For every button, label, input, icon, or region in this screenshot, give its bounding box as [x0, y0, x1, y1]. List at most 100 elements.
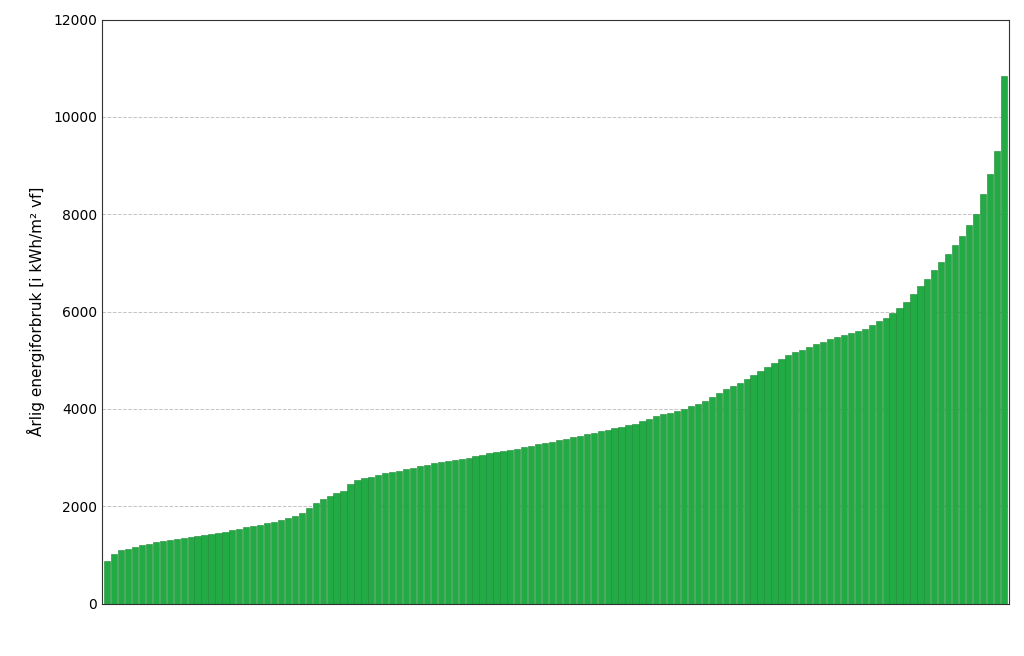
Bar: [598, 431, 604, 604]
Bar: [751, 375, 757, 604]
Bar: [139, 545, 145, 604]
Bar: [167, 541, 173, 604]
Bar: [584, 434, 590, 604]
Bar: [292, 516, 298, 604]
Bar: [848, 333, 854, 604]
Bar: [938, 262, 944, 604]
Bar: [542, 443, 548, 604]
Bar: [709, 398, 715, 604]
Bar: [466, 458, 472, 604]
Bar: [653, 416, 659, 604]
Bar: [410, 468, 416, 604]
Bar: [479, 455, 485, 604]
Bar: [563, 439, 569, 604]
Bar: [667, 413, 674, 604]
Bar: [208, 535, 215, 604]
Bar: [604, 430, 610, 604]
Bar: [701, 401, 708, 604]
Bar: [444, 461, 451, 604]
Bar: [257, 525, 263, 604]
Bar: [501, 451, 507, 604]
Bar: [931, 270, 937, 604]
Bar: [973, 215, 979, 604]
Y-axis label: Årlig energiforbruk [i kWh/m² vf]: Årlig energiforbruk [i kWh/m² vf]: [27, 187, 45, 436]
Bar: [396, 471, 402, 604]
Bar: [334, 493, 340, 604]
Bar: [382, 473, 388, 604]
Bar: [327, 495, 333, 604]
Bar: [681, 409, 687, 604]
Bar: [535, 444, 542, 604]
Bar: [431, 463, 437, 604]
Bar: [459, 459, 465, 604]
Bar: [111, 554, 118, 604]
Bar: [472, 456, 479, 604]
Bar: [278, 520, 284, 604]
Bar: [903, 302, 909, 604]
Bar: [764, 367, 771, 604]
Bar: [556, 440, 562, 604]
Bar: [730, 386, 736, 604]
Bar: [521, 447, 527, 604]
Bar: [771, 363, 777, 604]
Bar: [799, 350, 805, 604]
Bar: [153, 543, 159, 604]
Bar: [896, 308, 903, 604]
Bar: [736, 383, 742, 604]
Bar: [618, 427, 625, 604]
Bar: [437, 462, 444, 604]
Bar: [966, 225, 972, 604]
Bar: [958, 236, 966, 604]
Bar: [187, 537, 194, 604]
Bar: [980, 194, 986, 604]
Bar: [569, 437, 577, 604]
Bar: [632, 424, 639, 604]
Bar: [243, 527, 250, 604]
Bar: [868, 325, 874, 604]
Bar: [646, 419, 652, 604]
Bar: [577, 436, 583, 604]
Bar: [591, 433, 597, 604]
Bar: [890, 313, 896, 604]
Bar: [716, 394, 722, 604]
Bar: [883, 318, 889, 604]
Bar: [195, 537, 201, 604]
Bar: [375, 474, 381, 604]
Bar: [743, 379, 750, 604]
Bar: [952, 245, 958, 604]
Bar: [861, 329, 868, 604]
Bar: [549, 441, 555, 604]
Bar: [222, 531, 228, 604]
Bar: [660, 414, 667, 604]
Bar: [813, 344, 819, 604]
Bar: [820, 342, 826, 604]
Bar: [834, 337, 840, 604]
Bar: [806, 347, 812, 604]
Bar: [695, 403, 701, 604]
Bar: [417, 466, 423, 604]
Bar: [688, 407, 694, 604]
Bar: [389, 472, 395, 604]
Bar: [354, 480, 360, 604]
Bar: [174, 539, 180, 604]
Bar: [993, 151, 1000, 604]
Bar: [104, 561, 111, 604]
Bar: [340, 491, 347, 604]
Bar: [945, 254, 951, 604]
Bar: [841, 335, 847, 604]
Bar: [237, 529, 243, 604]
Bar: [299, 512, 305, 604]
Bar: [361, 478, 368, 604]
Bar: [910, 294, 916, 604]
Bar: [987, 174, 993, 604]
Bar: [452, 461, 458, 604]
Bar: [264, 523, 270, 604]
Bar: [180, 539, 186, 604]
Bar: [778, 359, 784, 604]
Bar: [855, 331, 861, 604]
Bar: [347, 484, 353, 604]
Bar: [202, 535, 208, 604]
Bar: [132, 546, 138, 604]
Bar: [319, 499, 326, 604]
Bar: [611, 428, 617, 604]
